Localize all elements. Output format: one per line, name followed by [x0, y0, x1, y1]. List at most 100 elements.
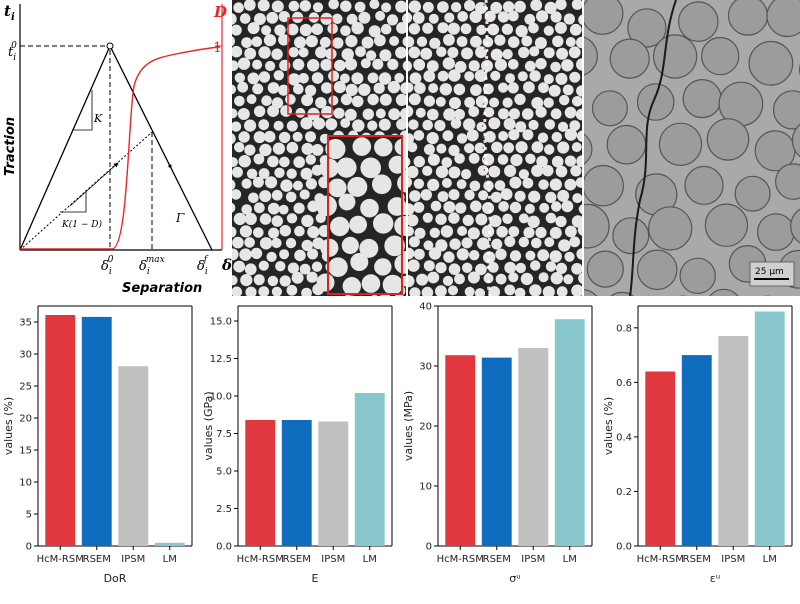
fiber — [556, 48, 568, 60]
y-tick-label: 12.5 — [210, 354, 232, 365]
fiber — [420, 48, 432, 60]
fiber — [259, 71, 270, 82]
fiber — [437, 1, 449, 13]
deltamax-tick-label: δimax — [139, 255, 165, 277]
fiber — [429, 38, 440, 49]
fiber — [495, 59, 507, 71]
fiber — [519, 237, 529, 247]
fiber — [556, 166, 568, 178]
fiber — [244, 120, 256, 132]
fiber — [266, 12, 278, 24]
fiber — [508, 129, 519, 140]
fiber — [350, 253, 368, 271]
y-tick-label: 2.5 — [216, 504, 232, 515]
damaged-stiffness-triangle — [60, 190, 86, 212]
fiber — [436, 97, 446, 107]
x-axis-label: σᵘ — [509, 572, 520, 585]
fiber — [252, 60, 262, 70]
fiber — [496, 226, 508, 238]
fiber — [510, 202, 521, 213]
fiber — [447, 47, 458, 58]
fiber — [240, 225, 252, 237]
fiber — [461, 169, 471, 179]
fiber — [316, 196, 337, 217]
fiber — [306, 35, 318, 47]
fiber — [527, 216, 539, 228]
fiber — [247, 94, 257, 104]
fiber — [523, 81, 535, 93]
fiber — [409, 23, 420, 34]
fiber — [428, 154, 440, 166]
fiber — [245, 213, 257, 225]
fiber — [563, 274, 573, 284]
fiber — [607, 126, 645, 164]
fiber — [388, 81, 400, 93]
fiber — [550, 62, 561, 73]
fiber — [234, 96, 245, 107]
fiber — [496, 274, 507, 285]
fiber — [363, 109, 374, 120]
fiber — [280, 225, 291, 236]
fiber — [454, 153, 465, 164]
fiber — [254, 274, 265, 285]
fiber — [462, 237, 473, 248]
fiber — [244, 145, 255, 156]
fiber — [355, 2, 366, 13]
fiber — [457, 179, 467, 189]
fiber — [565, 107, 577, 119]
fiber — [503, 142, 514, 153]
fiber — [565, 179, 577, 191]
fiber — [545, 192, 556, 203]
fiber — [334, 108, 345, 119]
fiber — [430, 228, 440, 238]
y-tick-label: 15.0 — [210, 317, 232, 328]
fiber — [427, 179, 439, 191]
fiber — [274, 70, 284, 80]
fiber — [487, 24, 499, 36]
fiber — [252, 36, 263, 47]
y-tick-label: 0 — [26, 542, 32, 553]
fiber — [261, 25, 271, 35]
x-tick-label: RSEM — [83, 554, 111, 565]
fiber — [259, 261, 269, 271]
fiber — [273, 143, 285, 155]
fiber — [457, 226, 467, 236]
fiber — [451, 118, 462, 129]
fiber — [279, 205, 289, 215]
fiber — [409, 0, 421, 12]
fiber — [313, 2, 323, 12]
deltaf-tick-label: δif — [197, 255, 209, 277]
fiber — [443, 251, 454, 262]
fiber — [409, 190, 421, 202]
fiber — [508, 226, 519, 237]
fiber — [449, 97, 461, 109]
fiber — [565, 156, 576, 167]
fiber — [454, 274, 465, 285]
fiber — [414, 82, 426, 94]
fiber — [523, 178, 534, 189]
x-tick-label: RSEM — [683, 554, 711, 565]
fiber — [330, 217, 349, 236]
fiber — [325, 48, 336, 59]
fiber — [240, 274, 252, 286]
fiber — [367, 94, 378, 105]
bar — [518, 348, 548, 546]
fiber — [352, 96, 364, 108]
fiber — [286, 238, 296, 248]
fiber — [544, 47, 555, 58]
fiber — [443, 130, 454, 141]
y-tick-label: 40 — [419, 302, 432, 313]
x-tick-label: LM — [363, 554, 377, 565]
fiber — [248, 22, 260, 34]
fiber — [504, 285, 515, 296]
fiber — [360, 158, 381, 179]
fiber — [328, 71, 339, 82]
fiber — [279, 132, 290, 143]
fiber — [555, 22, 567, 34]
fiber — [298, 73, 309, 84]
fiber — [530, 260, 540, 270]
fiber — [413, 12, 425, 24]
fiber — [368, 73, 379, 84]
fiber — [570, 165, 581, 176]
